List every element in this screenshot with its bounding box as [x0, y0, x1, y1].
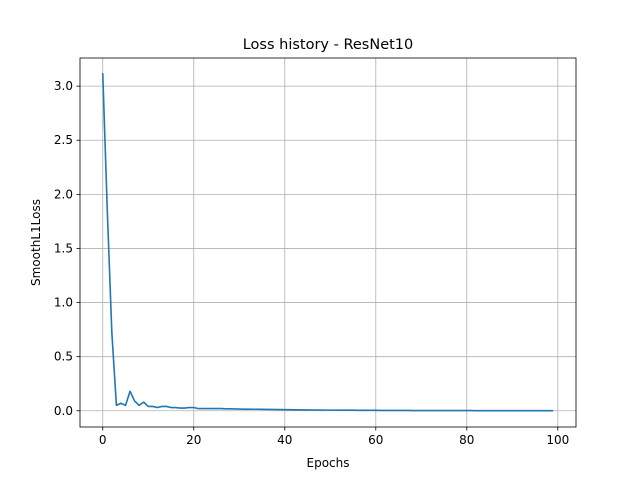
y-tick-label: 1.5: [54, 241, 73, 255]
x-tick-label: 40: [277, 433, 292, 447]
y-tick-label: 2.5: [54, 133, 73, 147]
x-tick-label: 0: [99, 433, 107, 447]
chart-title: Loss history - ResNet10: [243, 37, 414, 53]
y-tick-label: 3.0: [54, 79, 73, 93]
x-tick-label: 80: [459, 433, 474, 447]
x-tick-label: 100: [546, 433, 569, 447]
grid: [80, 58, 576, 427]
loss-line: [101, 73, 554, 412]
y-axis-title: SmoothL1Loss: [29, 199, 43, 286]
y-tick-label: 2.0: [54, 187, 73, 201]
y-tick-label: 0.0: [54, 404, 73, 418]
x-tick-label: 20: [186, 433, 201, 447]
x-tick-label: 60: [368, 433, 383, 447]
y-tick-label: 0.5: [54, 350, 73, 364]
plot-frame: [79, 57, 577, 428]
x-axis-title: Epochs: [307, 456, 350, 470]
y-tick-label: 1.0: [54, 296, 73, 310]
ticks: 0 20 40 60 80 100 0.0 0.5 1.0 1.5 2.0 2.5 3.0: [54, 79, 569, 447]
series-layer: [101, 73, 554, 412]
